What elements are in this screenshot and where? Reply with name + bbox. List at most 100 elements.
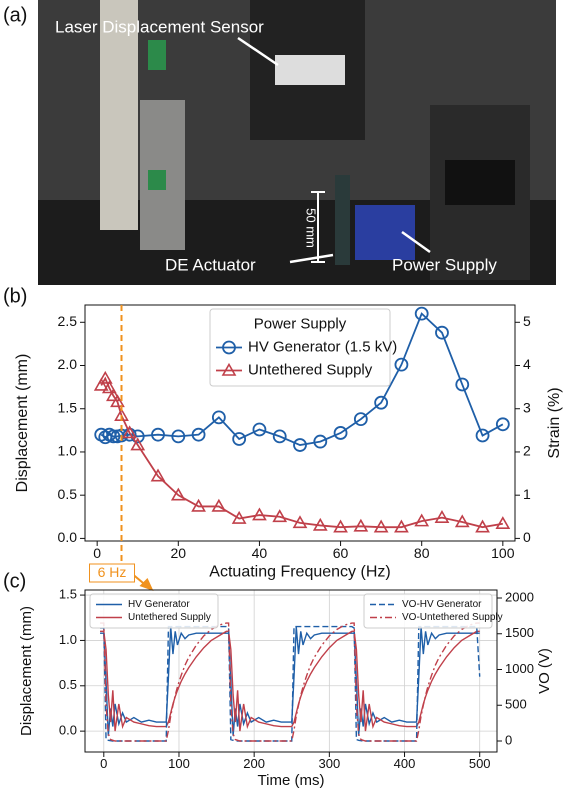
y-tick-label: 1.5	[58, 399, 78, 415]
y-tick-label: 0.0	[58, 529, 78, 545]
marker	[394, 357, 409, 372]
y-tick-label: 1.0	[59, 632, 77, 647]
x-tick-label: 0	[100, 756, 107, 771]
series-line	[100, 622, 480, 742]
y-tick-label: 0.0	[59, 723, 77, 738]
marker	[122, 425, 138, 439]
panel-label: (c)	[3, 570, 26, 592]
y2-tick-label: 3	[523, 399, 531, 415]
clamp	[148, 40, 166, 70]
marker	[454, 514, 470, 528]
scale-label: 50 mm	[304, 208, 319, 248]
x-tick-label: 80	[414, 545, 430, 561]
legend-title: Power Supply	[254, 315, 347, 332]
marker	[106, 429, 121, 444]
marker	[435, 325, 449, 340]
marker	[353, 412, 368, 427]
x-tick-label: 0	[93, 545, 101, 561]
x-tick-label: 400	[394, 756, 416, 771]
marker	[211, 410, 226, 425]
legend-label: VO-HV Generator	[402, 599, 482, 610]
marker	[313, 434, 328, 449]
scale-bar	[311, 191, 325, 263]
legend-label: VO-Untethered Supply	[402, 612, 503, 623]
x-tick-label: 20	[171, 545, 187, 561]
photo-label: Laser Displacement Sensor	[55, 17, 264, 36]
arrow	[237, 36, 279, 67]
x-tick-label: 300	[318, 756, 340, 771]
display	[445, 160, 515, 205]
marker	[272, 509, 288, 523]
y2-axis-label: Strain (%)	[546, 387, 563, 458]
marker	[272, 429, 287, 444]
marker	[232, 432, 247, 446]
y-tick-label: 2.0	[58, 356, 78, 372]
marker	[293, 438, 307, 452]
clamp	[148, 170, 166, 190]
marker	[211, 498, 227, 512]
y2-tick-label: 0	[505, 732, 512, 747]
legend-label: Untethered Supply	[128, 612, 211, 623]
annotation-arrowhead	[139, 578, 154, 591]
plot-frame	[84, 304, 516, 542]
marker	[130, 437, 146, 451]
y-tick-label: 0.5	[58, 486, 78, 502]
y2-tick-label: 500	[505, 697, 527, 712]
y-axis-label: Displacement (mm)	[14, 354, 31, 493]
marker	[191, 427, 206, 442]
y-tick-label: 0.5	[59, 677, 77, 692]
photo: (a) Laser Displacement Sensor DE Actuato…	[3, 0, 556, 285]
marker	[150, 468, 166, 482]
marker	[495, 417, 510, 432]
marker	[353, 518, 369, 532]
y2-axis-label: VO (V)	[536, 648, 553, 694]
marker	[97, 370, 113, 384]
x-tick-label: 500	[469, 756, 491, 771]
marker	[455, 377, 470, 392]
marker	[475, 519, 490, 533]
y2-tick-label: 1	[523, 486, 531, 502]
y-tick-label: 2.5	[58, 313, 78, 329]
marker	[231, 510, 247, 524]
marker	[475, 428, 490, 443]
legend-label: HV Generator (1.5 kV)	[248, 338, 397, 355]
marker	[170, 487, 186, 501]
x-tick-label: 100	[168, 756, 190, 771]
legend-marker	[222, 340, 236, 355]
y2-tick-label: 4	[523, 356, 531, 372]
untethered-supply	[355, 205, 415, 260]
marker	[93, 377, 109, 391]
legend-frame	[89, 593, 219, 629]
marker	[414, 513, 430, 527]
marker	[333, 426, 348, 440]
arrow	[401, 230, 431, 254]
panel-label: (b)	[3, 285, 27, 307]
y2-tick-label: 5	[523, 313, 531, 329]
annotation-label: 6 Hz	[98, 564, 127, 580]
y2-tick-label: 2	[523, 443, 531, 459]
marker	[394, 519, 409, 533]
legend-frame	[363, 593, 493, 629]
marker	[151, 427, 165, 442]
legend-label: Untethered Supply	[248, 361, 373, 378]
x-tick-label: 40	[252, 545, 268, 561]
x-axis-label: Actuating Frequency (Hz)	[209, 564, 390, 581]
y-tick-label: 1.0	[58, 443, 78, 459]
marker	[292, 515, 308, 529]
x-axis-label: Time (ms)	[258, 772, 325, 789]
annotation-box	[89, 563, 136, 583]
sensor-label	[275, 55, 345, 85]
marker	[171, 429, 186, 444]
marker	[434, 510, 450, 523]
marker	[122, 427, 137, 442]
y2-tick-label: 2000	[505, 589, 534, 604]
series-line	[100, 376, 503, 529]
y-axis-label: Displacement (mm)	[18, 606, 35, 736]
y2-tick-label: 1000	[505, 661, 534, 676]
series-line	[100, 626, 480, 736]
marker	[495, 516, 511, 530]
photo-label: DE Actuator	[165, 255, 256, 274]
de-actuator	[335, 175, 350, 265]
marker	[106, 388, 121, 402]
